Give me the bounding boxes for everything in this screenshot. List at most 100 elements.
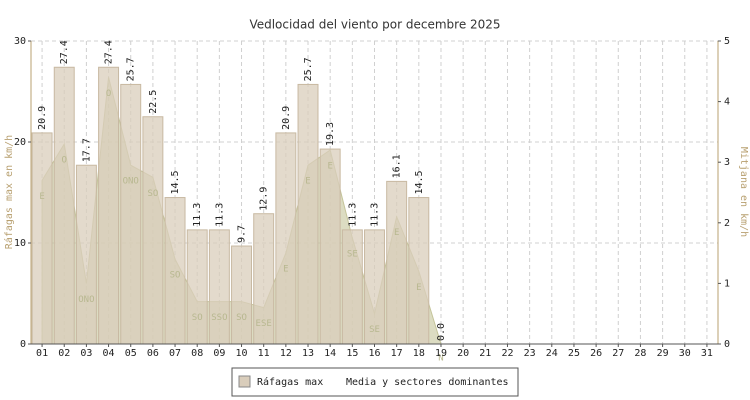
x-tick-label: 10 [236, 348, 248, 359]
y-tick-label: 10 [14, 238, 26, 249]
x-tick-label: 25 [568, 348, 580, 359]
x-tick-label: 11 [258, 348, 270, 359]
value-label: 22.5 [148, 90, 159, 114]
x-tick-label: 13 [302, 348, 314, 359]
y2-tick-label: 4 [724, 97, 730, 108]
sector-label: E [327, 162, 332, 172]
bar [31, 132, 53, 345]
x-tick-label: 20 [457, 348, 469, 359]
value-label: 19.3 [325, 122, 336, 146]
x-tick-label: 01 [36, 348, 48, 359]
sector-label: ONO [78, 295, 94, 305]
x-tick-label: 02 [58, 348, 70, 359]
y2-tick-label: 5 [724, 36, 730, 47]
bar [408, 197, 430, 345]
value-label: 11.3 [347, 203, 358, 227]
value-label: 25.7 [303, 57, 314, 81]
x-tick-label: 16 [368, 348, 380, 359]
bar [386, 180, 408, 345]
x-tick-label: 09 [213, 348, 225, 359]
legend-box [231, 367, 519, 397]
x-tick-label: 30 [679, 348, 691, 359]
x-tick-label: 17 [391, 348, 403, 359]
value-label: 27.4 [59, 40, 70, 64]
y2-tick-label: 1 [724, 278, 730, 289]
x-tick-label: 31 [701, 348, 713, 359]
sector-label: SSO [211, 313, 227, 323]
x-tick-label: 15 [346, 348, 358, 359]
value-label: 25.7 [126, 57, 137, 81]
x-tick-label: 21 [479, 348, 491, 359]
value-label: 11.3 [370, 203, 381, 227]
bar [297, 83, 319, 345]
bar [75, 164, 97, 345]
value-label: 27.4 [104, 40, 115, 64]
sector-label: O [62, 156, 67, 166]
sector-label: SO [170, 271, 181, 281]
value-label: 17.7 [81, 138, 92, 162]
x-tick-label: 27 [612, 348, 624, 359]
sector-label: N [438, 354, 443, 364]
legend-label: Ráfagas max [257, 376, 323, 388]
y-tick-label: 0 [20, 339, 26, 350]
sector-label: ESE [256, 319, 272, 329]
x-tick-label: 12 [280, 348, 292, 359]
bar [231, 245, 253, 345]
sector-label: SO [147, 189, 158, 199]
x-tick-label: 22 [501, 348, 513, 359]
sector-label: ONO [123, 177, 139, 187]
x-tick-label: 07 [169, 348, 181, 359]
x-tick-label: 24 [546, 348, 558, 359]
value-label: 11.3 [214, 203, 225, 227]
x-tick-label: 28 [634, 348, 646, 359]
sector-label: E [416, 283, 421, 293]
bar [142, 116, 164, 345]
y-axis-title: Ráfagas max en km/h [3, 135, 15, 249]
y2-axis-title: Mitjana en km/h [738, 147, 749, 237]
sector-label: SE [369, 325, 380, 335]
value-label: 9.7 [237, 225, 248, 243]
x-tick-label: 19 [435, 348, 447, 359]
x-tick-label: 29 [657, 348, 669, 359]
bar [208, 229, 230, 345]
value-label: 14.5 [414, 170, 425, 194]
sector-label: E [283, 265, 288, 275]
sector-label: E [305, 177, 310, 187]
x-tick-label: 04 [103, 348, 115, 359]
sector-label: E [39, 192, 44, 202]
x-tick-label: 26 [590, 348, 602, 359]
y-tick-label: 20 [14, 137, 26, 148]
value-label: 12.9 [259, 187, 270, 211]
y2-tick-label: 2 [724, 218, 730, 229]
value-label: 0.0 [436, 323, 447, 341]
bar [98, 66, 120, 345]
value-label: 14.5 [170, 170, 181, 194]
value-label: 20.9 [281, 106, 292, 130]
x-tick-label: 08 [191, 348, 203, 359]
sector-label: O [106, 89, 111, 99]
x-tick-label: 23 [524, 348, 536, 359]
sector-label: SO [192, 313, 203, 323]
bar [186, 229, 208, 345]
x-tick-label: 03 [80, 348, 92, 359]
bar [319, 148, 341, 345]
value-label: 16.1 [392, 154, 403, 178]
chart-title: Vedlocidad del viento por decembre 2025 [249, 18, 500, 32]
x-tick-label: 06 [147, 348, 159, 359]
sector-label: E [394, 228, 399, 238]
legend-label: Media y sectores dominantes [346, 377, 509, 388]
sector-label: SO [236, 313, 247, 323]
value-label: 11.3 [192, 203, 203, 227]
x-tick-label: 18 [413, 348, 425, 359]
bar [275, 132, 297, 345]
y2-tick-label: 3 [724, 157, 730, 168]
bar [120, 83, 142, 345]
legend-swatch [238, 375, 251, 388]
y2-tick-label: 0 [724, 339, 730, 350]
y-tick-label: 30 [14, 36, 26, 47]
sector-label: SE [347, 249, 358, 259]
bar [53, 66, 75, 345]
x-tick-label: 14 [324, 348, 336, 359]
bar [341, 229, 363, 345]
